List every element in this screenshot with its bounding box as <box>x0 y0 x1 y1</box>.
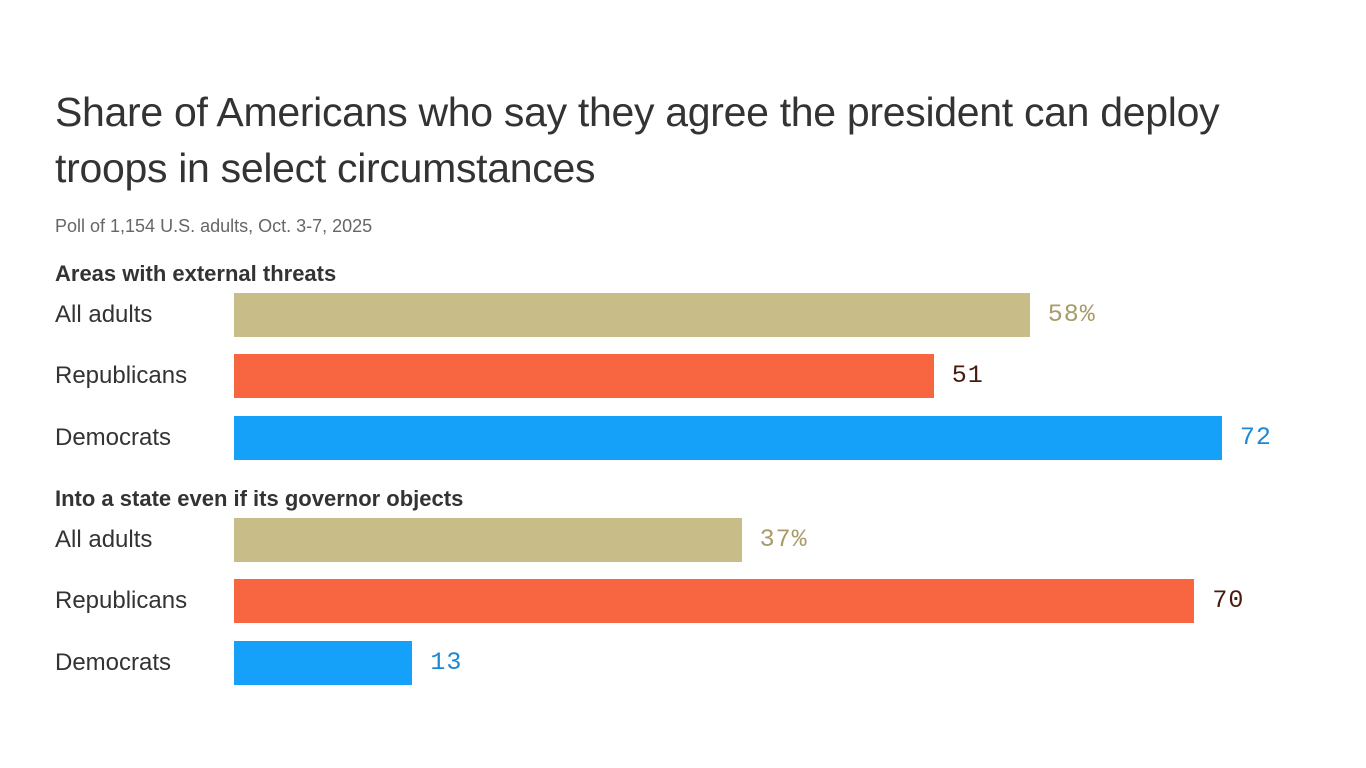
bar-all-adults <box>234 518 742 562</box>
category-label: Republicans <box>55 587 188 614</box>
group-heading: Into a state even if its governor object… <box>55 486 464 511</box>
bar-all-adults <box>234 293 1030 337</box>
category-label: Republicans <box>55 362 188 389</box>
category-label: Democrats <box>55 424 172 451</box>
data-label: 13 <box>430 648 463 677</box>
bar-republicans <box>234 579 1195 623</box>
chart-title: Share of Americans who say they agree th… <box>55 89 1220 191</box>
chart-subtitle: Poll of 1,154 U.S. adults, Oct. 3-7, 202… <box>55 216 373 236</box>
data-label: 70 <box>1212 586 1245 615</box>
group-heading: Areas with external threats <box>55 261 337 286</box>
bar-democrats <box>234 641 413 685</box>
bar-democrats <box>234 416 1222 460</box>
data-label: 72 <box>1239 423 1272 452</box>
data-label: 58% <box>1047 300 1096 329</box>
category-label: Democrats <box>55 649 172 676</box>
category-label: All adults <box>55 301 153 328</box>
data-label: 51 <box>951 361 984 390</box>
category-label: All adults <box>55 526 153 553</box>
data-label: 37% <box>759 525 808 554</box>
bar-republicans <box>234 354 934 398</box>
